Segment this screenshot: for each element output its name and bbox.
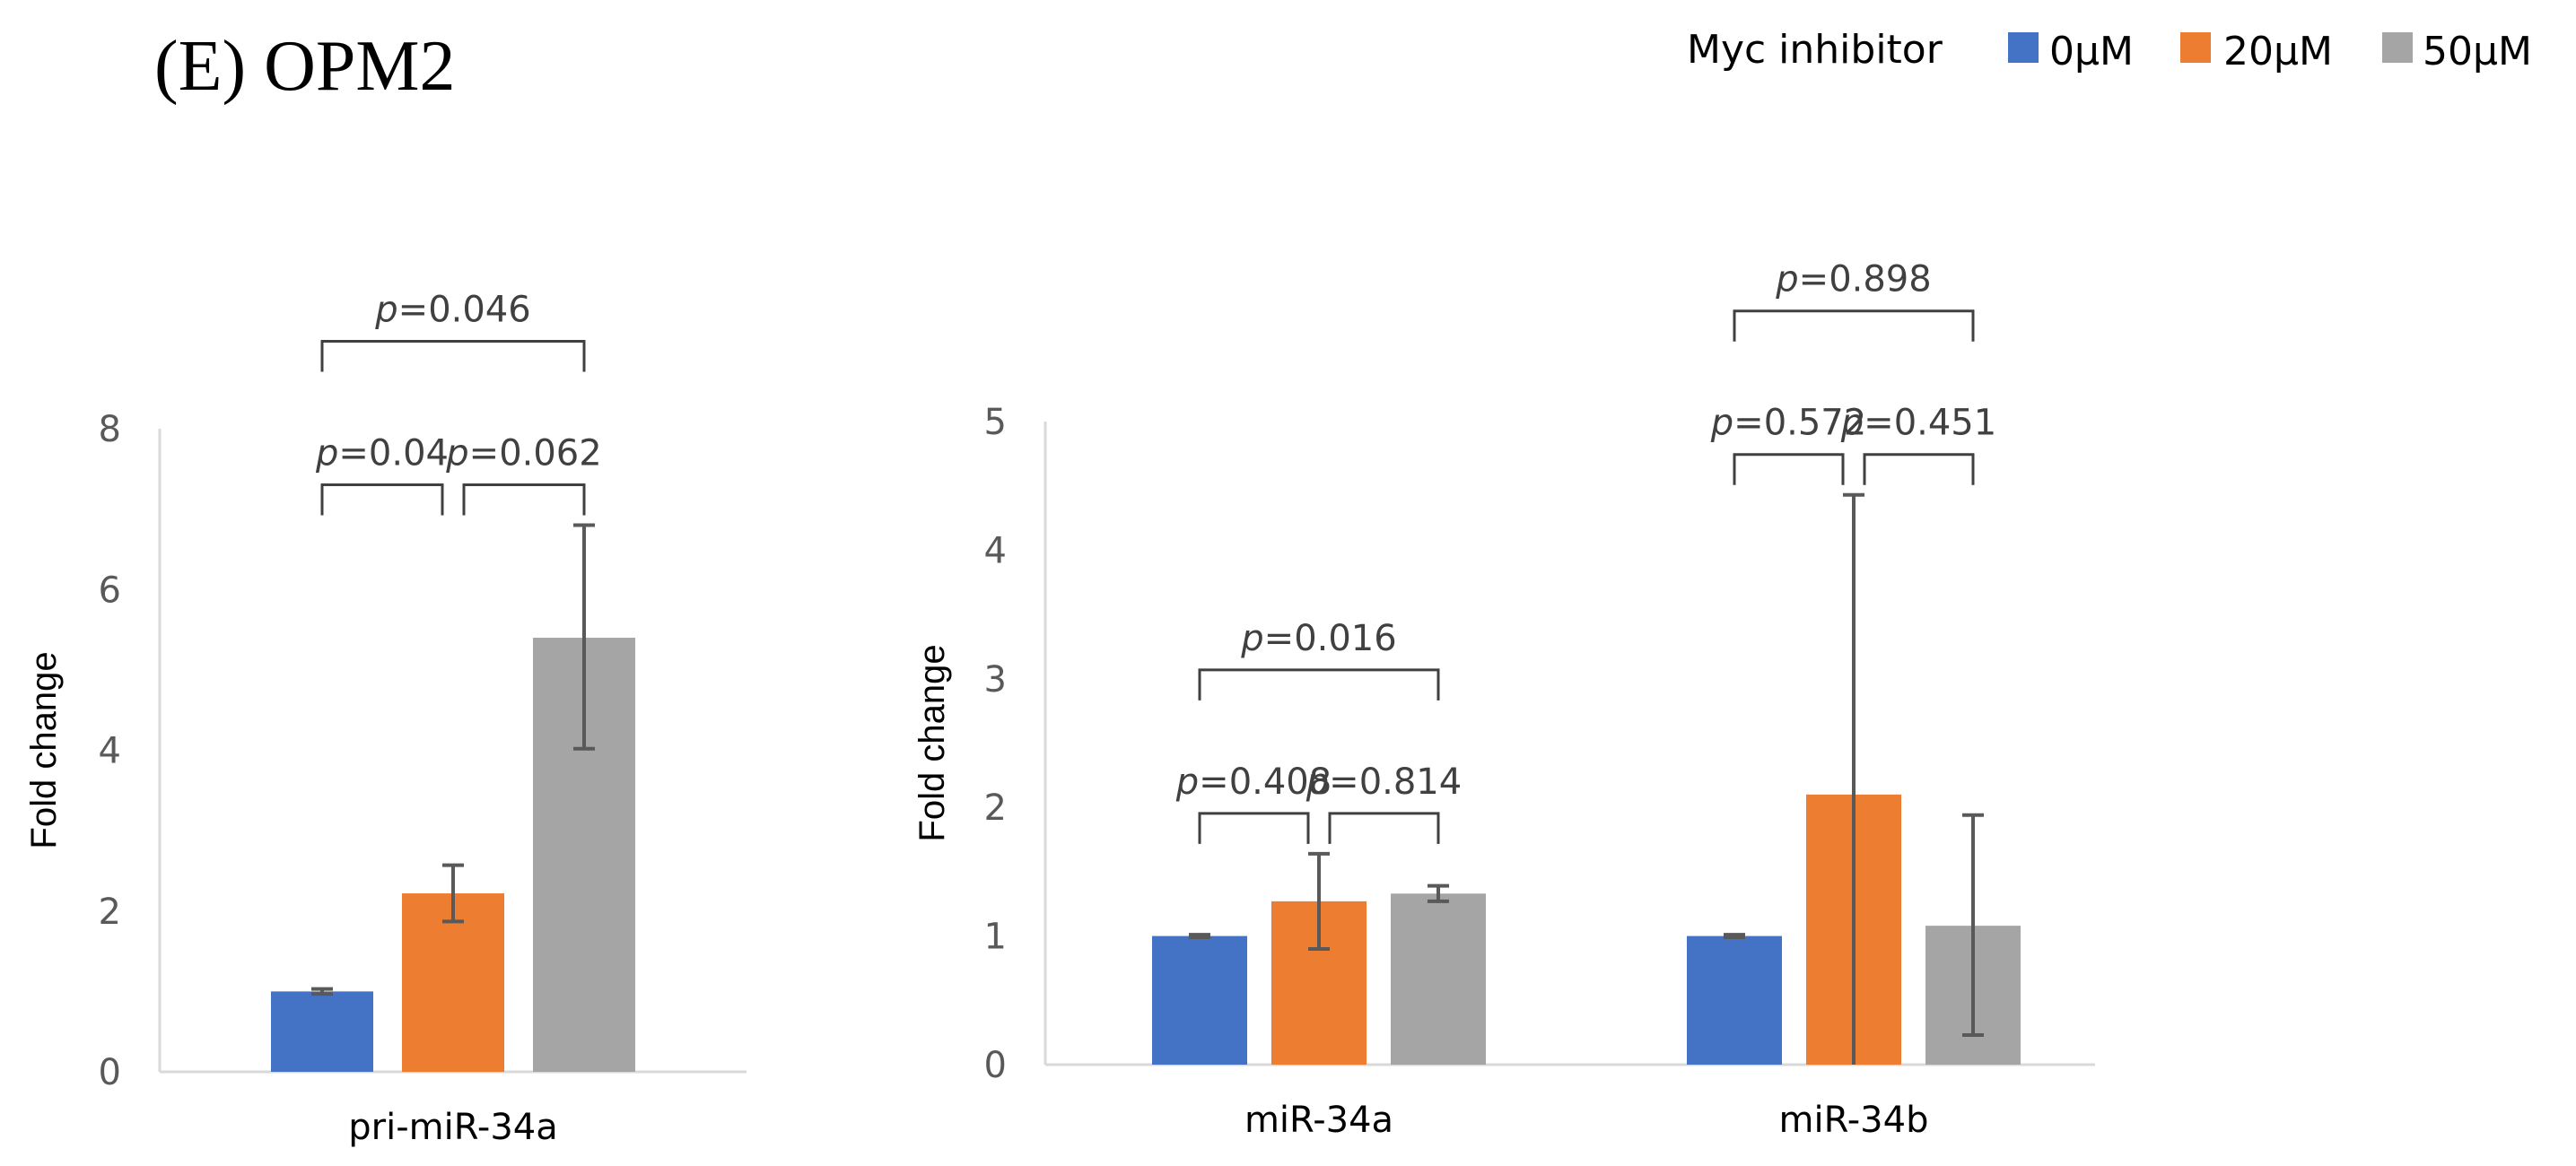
legend-swatch-20um [2180, 32, 2211, 63]
legend-label-20um: 20μM [2223, 29, 2333, 74]
y-tick-label: 2 [99, 892, 121, 933]
significance-bracket [1733, 309, 1975, 342]
significance-bracket [1863, 453, 1975, 485]
significance-bracket [1198, 668, 1440, 700]
significance-bracket [320, 483, 444, 516]
y-tick-label: 6 [99, 570, 121, 611]
p-value-label: p=0.046 [374, 290, 530, 331]
p-value-label: p=0.814 [1305, 761, 1462, 803]
significance-bracket [1198, 812, 1310, 844]
p-value-label: p=0.062 [445, 433, 601, 474]
chart-pri-mir-34a: 0 2 4 6 8 Fold change pri-miR-34a p=0.04p=0.062… [24, 290, 747, 1148]
legend-label-50um: 50μM [2423, 29, 2532, 74]
y-tick-label: 0 [984, 1045, 1007, 1086]
category-label: miR-34a [1244, 1100, 1393, 1141]
y-tick-label: 4 [984, 530, 1007, 571]
legend-title: Myc inhibitor [1687, 27, 1943, 73]
y-tick-label: 4 [99, 731, 121, 772]
bar-miR-34a-0μM [1152, 935, 1247, 1065]
y-tick-label: 0 [99, 1052, 121, 1093]
category-label: pri-miR-34a [348, 1107, 557, 1148]
y-tick-label: 8 [99, 409, 121, 450]
bar-pri-miR-34a-0μM [271, 991, 373, 1072]
legend: Myc inhibitor 0μM 20μM 50μM [1687, 27, 2532, 74]
p-value-label: p=0.408 [1175, 761, 1332, 803]
figure-title: (E) OPM2 [154, 27, 456, 106]
significance-bracket [462, 483, 586, 516]
legend-label-0um: 0μM [2049, 29, 2134, 74]
significance-bracket [1733, 453, 1845, 485]
y-tick-label: 1 [984, 917, 1007, 958]
legend-swatch-50um [2382, 32, 2413, 63]
significance-bracket [1328, 812, 1440, 844]
category-label: miR-34b [1779, 1100, 1929, 1141]
p-value-label: p=0.898 [1775, 259, 1931, 300]
p-value-label: p=0.451 [1840, 403, 1996, 444]
y-axis-label: Fold change [24, 651, 64, 848]
p-value-label: p=0.04 [315, 433, 449, 474]
bar-miR-34b-0μM [1687, 935, 1782, 1065]
p-value-label: p=0.572 [1710, 403, 1866, 444]
bar-miR-34a-50μM [1391, 893, 1486, 1065]
p-value-label: p=0.016 [1240, 618, 1396, 659]
y-axis-label: Fold change [913, 644, 952, 841]
y-tick-label: 3 [984, 659, 1007, 700]
y-tick-label: 5 [984, 402, 1007, 443]
significance-bracket [320, 340, 586, 372]
legend-swatch-0um [2008, 32, 2039, 63]
y-tick-label: 2 [984, 787, 1007, 829]
